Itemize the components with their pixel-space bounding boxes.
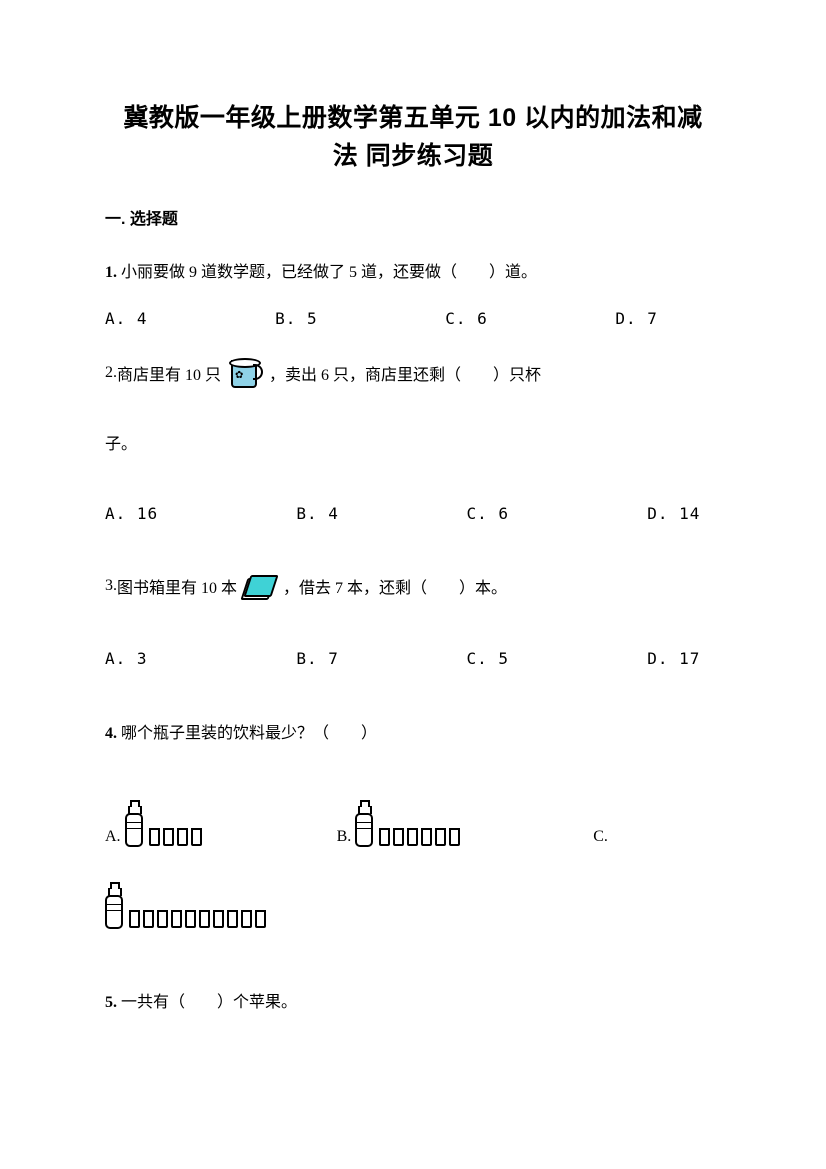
glass-icon bbox=[421, 828, 432, 846]
glass-icon bbox=[129, 910, 140, 928]
bottle-icon bbox=[125, 800, 143, 846]
question-4: 4. 哪个瓶子里装的饮料最少？（ ） bbox=[105, 718, 721, 750]
glass-icon bbox=[157, 910, 168, 928]
glass-icon bbox=[199, 910, 210, 928]
q5-text: 一共有（ ）个苹果。 bbox=[117, 994, 297, 1011]
q4-option-c-label: C. bbox=[593, 828, 612, 846]
section-heading: 一. 选择题 bbox=[105, 205, 721, 229]
q4-b-glasses bbox=[379, 828, 463, 846]
q2-options: A. 16 B. 4 C. 6 D. 14 bbox=[105, 504, 721, 523]
glass-icon bbox=[449, 828, 460, 846]
q3-text-after-icon: ，借去 7 本，还剩（ ）本。 bbox=[283, 574, 507, 598]
cup-icon: ✿ bbox=[227, 356, 263, 390]
q3-options: A. 3 B. 7 C. 5 D. 17 bbox=[105, 649, 721, 668]
glass-icon bbox=[407, 828, 418, 846]
q1-text: 小丽要做 9 道数学题，已经做了 5 道，还要做（ ）道。 bbox=[117, 264, 537, 281]
glass-icon bbox=[435, 828, 446, 846]
q2-number: 2. bbox=[105, 364, 117, 382]
book-icon bbox=[243, 573, 277, 599]
q4-options-row-2 bbox=[105, 882, 721, 928]
bottle-icon bbox=[355, 800, 373, 846]
title-line-2: 法 同步练习题 bbox=[105, 138, 721, 176]
q4-c-glasses bbox=[129, 910, 269, 928]
glass-icon bbox=[379, 828, 390, 846]
q4-options-row-1: A. B. C. bbox=[105, 800, 721, 846]
page: 冀教版一年级上册数学第五单元 10 以内的加法和减 法 同步练习题 一. 选择题… bbox=[0, 0, 826, 1169]
glass-icon bbox=[143, 910, 154, 928]
glass-icon bbox=[163, 828, 174, 846]
q4-option-b: B. bbox=[337, 800, 464, 846]
question-2-line-2: 子。 bbox=[105, 430, 721, 454]
glass-icon bbox=[149, 828, 160, 846]
glass-icon bbox=[213, 910, 224, 928]
q4-option-c bbox=[105, 882, 269, 928]
bottle-icon bbox=[105, 882, 123, 928]
q4-a-letter: A. bbox=[105, 828, 121, 846]
glass-icon bbox=[191, 828, 202, 846]
question-5: 5. 一共有（ ）个苹果。 bbox=[105, 988, 721, 1012]
glass-icon bbox=[255, 910, 266, 928]
q4-text: 哪个瓶子里装的饮料最少？（ ） bbox=[117, 725, 377, 742]
q4-b-letter: B. bbox=[337, 828, 352, 846]
q4-a-glasses bbox=[149, 828, 205, 846]
glass-icon bbox=[227, 910, 238, 928]
question-3: 3. 图书箱里有 10 本 ，借去 7 本，还剩（ ）本。 bbox=[105, 573, 721, 599]
q1-number: 1. bbox=[105, 264, 117, 281]
q4-c-letter: C. bbox=[593, 828, 608, 846]
glass-icon bbox=[171, 910, 182, 928]
q3-text-before-icon: 图书箱里有 10 本 bbox=[117, 574, 237, 598]
question-1: 1. 小丽要做 9 道数学题，已经做了 5 道，还要做（ ）道。 bbox=[105, 257, 721, 289]
q4-option-a: A. bbox=[105, 800, 205, 846]
q1-options: A. 4 B. 5 C. 6 D. 7 bbox=[105, 309, 721, 328]
glass-icon bbox=[241, 910, 252, 928]
glass-icon bbox=[185, 910, 196, 928]
question-2-line-1: 2. 商店里有 10 只 ✿ ，卖出 6 只，商店里还剩（ ）只杯 bbox=[105, 356, 721, 390]
q2-text-before-icon: 商店里有 10 只 bbox=[117, 361, 221, 385]
glass-icon bbox=[393, 828, 404, 846]
q2-text-after-icon: ，卖出 6 只，商店里还剩（ ）只杯 bbox=[269, 361, 541, 385]
title-line-1: 冀教版一年级上册数学第五单元 10 以内的加法和减 bbox=[105, 100, 721, 138]
q4-number: 4. bbox=[105, 725, 117, 742]
glass-icon bbox=[177, 828, 188, 846]
q3-number: 3. bbox=[105, 577, 117, 595]
q5-number: 5. bbox=[105, 994, 117, 1011]
